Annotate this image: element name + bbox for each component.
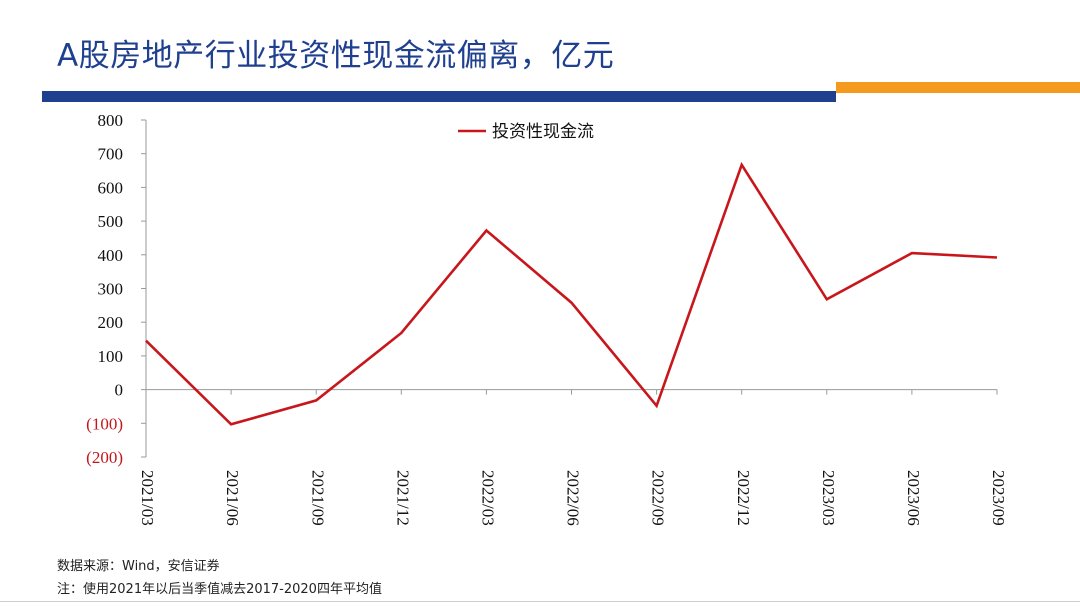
method-note: 注：使用2021年以后当季值减去2017-2020四年平均值 xyxy=(57,582,382,597)
y-tick-label: 700 xyxy=(98,145,124,164)
y-tick-label: 600 xyxy=(98,178,124,197)
x-tick-label: 2022/06 xyxy=(564,470,583,526)
y-tick-label: 100 xyxy=(98,347,124,366)
x-tick-label: 2023/06 xyxy=(904,470,923,526)
y-tick-label: (100) xyxy=(86,414,123,433)
y-tick-label: 800 xyxy=(98,111,124,130)
page-title: A股房地产行业投资性现金流偏离，亿元 xyxy=(57,38,615,74)
y-tick-label: 400 xyxy=(98,246,124,265)
y-tick-label: 0 xyxy=(115,381,124,400)
x-tick-label: 2021/09 xyxy=(308,470,327,526)
y-tick-label: (200) xyxy=(86,448,123,467)
y-tick-label: 300 xyxy=(98,280,124,299)
bottom-divider xyxy=(0,601,1080,602)
x-tick-label: 2022/03 xyxy=(478,470,497,526)
source-note: 数据来源：Wind，安信证券 xyxy=(57,559,220,574)
x-tick-label: 2022/09 xyxy=(649,470,668,526)
x-tick-label: 2023/03 xyxy=(819,470,838,526)
x-tick-label: 2023/09 xyxy=(989,470,1008,526)
legend-label: 投资性现金流 xyxy=(492,122,594,142)
series-line xyxy=(145,161,998,426)
title-underline-blue xyxy=(42,91,836,102)
x-tick-label: 2021/12 xyxy=(393,470,412,526)
x-tick-label: 2021/03 xyxy=(138,470,157,526)
footnotes: 数据来源：Wind，安信证券 注：使用2021年以后当季值减去2017-2020… xyxy=(57,555,382,601)
title-underline-orange xyxy=(836,82,1080,93)
y-tick-label: 500 xyxy=(98,212,124,231)
x-tick-label: 2022/12 xyxy=(734,470,753,526)
x-tick-label: 2021/06 xyxy=(223,470,242,526)
y-tick-label: 200 xyxy=(98,313,124,332)
